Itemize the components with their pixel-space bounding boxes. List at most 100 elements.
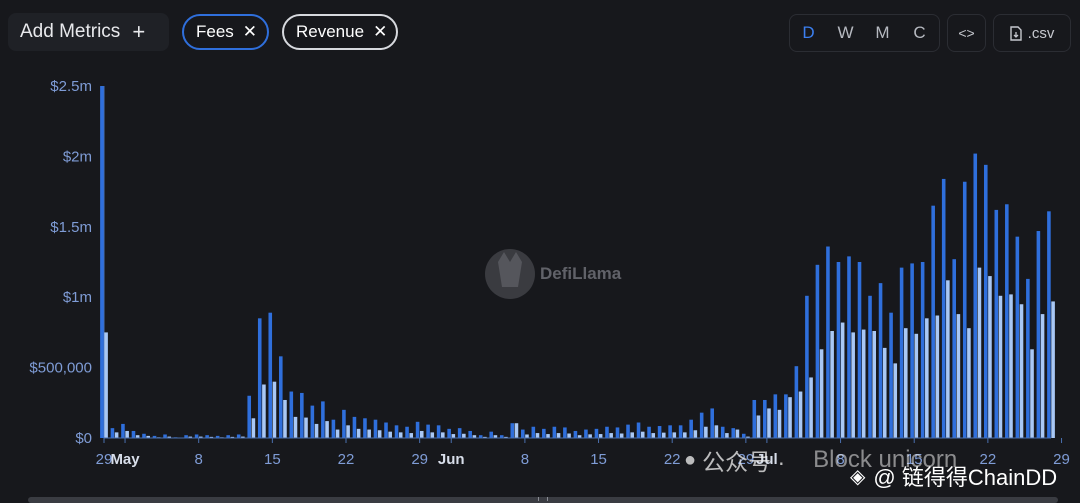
- fees-bar[interactable]: [678, 425, 683, 438]
- fees-bar[interactable]: [226, 435, 230, 438]
- fees-bar[interactable]: [605, 426, 609, 438]
- revenue-bar[interactable]: [914, 333, 919, 438]
- fees-bar[interactable]: [805, 295, 809, 438]
- fees-bar[interactable]: [499, 435, 504, 438]
- fees-bar[interactable]: [920, 262, 925, 438]
- fees-bar[interactable]: [552, 426, 557, 438]
- revenue-bar[interactable]: [251, 418, 256, 438]
- revenue-bar[interactable]: [893, 363, 898, 438]
- fees-bar[interactable]: [868, 295, 872, 438]
- chart-scrollbar[interactable]: [28, 497, 1058, 503]
- fees-bar[interactable]: [426, 424, 430, 438]
- fees-bar[interactable]: [321, 401, 325, 438]
- revenue-bar[interactable]: [1051, 301, 1055, 438]
- fees-bar[interactable]: [300, 392, 304, 438]
- fees-bar[interactable]: [952, 259, 956, 438]
- fees-bar[interactable]: [1015, 236, 1020, 438]
- fees-bar[interactable]: [773, 394, 778, 438]
- revenue-bar[interactable]: [598, 434, 603, 438]
- revenue-bar[interactable]: [798, 391, 803, 438]
- revenue-bar[interactable]: [346, 425, 350, 438]
- revenue-bar[interactable]: [935, 315, 940, 438]
- fees-bar[interactable]: [142, 433, 146, 438]
- revenue-bar[interactable]: [409, 433, 414, 438]
- fees-bar[interactable]: [994, 209, 999, 438]
- revenue-bar[interactable]: [725, 433, 729, 438]
- revenue-bar[interactable]: [388, 431, 392, 438]
- close-icon[interactable]: ✕: [373, 22, 388, 41]
- fees-bar[interactable]: [510, 423, 515, 438]
- revenue-bar[interactable]: [419, 430, 424, 438]
- revenue-bar[interactable]: [525, 434, 529, 438]
- fees-bar[interactable]: [931, 205, 935, 438]
- revenue-bar[interactable]: [683, 432, 687, 438]
- revenue-bar[interactable]: [767, 408, 771, 438]
- revenue-bar[interactable]: [577, 435, 582, 438]
- fees-bar[interactable]: [941, 178, 946, 438]
- add-metrics-button[interactable]: Add Metrics +: [8, 13, 169, 51]
- embed-code-button[interactable]: <>: [947, 14, 986, 52]
- revenue-bar[interactable]: [903, 328, 908, 438]
- revenue-bar[interactable]: [293, 416, 298, 438]
- fees-bar[interactable]: [910, 263, 914, 438]
- fees-bar[interactable]: [626, 424, 630, 438]
- fees-bar[interactable]: [205, 435, 209, 438]
- fees-bar[interactable]: [668, 425, 672, 438]
- revenue-bar[interactable]: [777, 409, 782, 438]
- fees-bar[interactable]: [100, 86, 104, 438]
- revenue-bar[interactable]: [356, 428, 361, 438]
- fees-bar[interactable]: [268, 312, 273, 438]
- revenue-bar[interactable]: [230, 436, 235, 438]
- revenue-bar[interactable]: [314, 423, 319, 438]
- fees-bar[interactable]: [794, 366, 799, 438]
- fees-bar[interactable]: [615, 427, 620, 438]
- fees-bar[interactable]: [826, 246, 830, 438]
- revenue-bar[interactable]: [504, 436, 508, 438]
- fees-bar[interactable]: [289, 391, 294, 438]
- fees-bar[interactable]: [279, 356, 283, 438]
- revenue-bar[interactable]: [830, 330, 834, 438]
- fees-bar[interactable]: [889, 312, 893, 438]
- metric-chip-revenue[interactable]: Revenue ✕: [282, 14, 398, 50]
- fees-bar[interactable]: [163, 434, 167, 438]
- revenue-bar[interactable]: [462, 433, 466, 438]
- revenue-bar[interactable]: [851, 332, 855, 438]
- revenue-bar[interactable]: [977, 267, 982, 438]
- revenue-bar[interactable]: [441, 432, 445, 438]
- revenue-bar[interactable]: [325, 421, 329, 438]
- fees-bar[interactable]: [741, 433, 746, 438]
- fees-bar[interactable]: [983, 164, 988, 438]
- revenue-bar[interactable]: [209, 436, 214, 438]
- fees-bar[interactable]: [899, 267, 904, 438]
- fees-bar[interactable]: [415, 421, 420, 438]
- granularity-daily-button[interactable]: D: [802, 23, 815, 42]
- revenue-bar[interactable]: [398, 432, 403, 438]
- fees-bar[interactable]: [184, 435, 188, 438]
- revenue-bar[interactable]: [714, 425, 719, 438]
- revenue-bar[interactable]: [925, 318, 929, 438]
- revenue-bar[interactable]: [146, 435, 150, 438]
- revenue-bar[interactable]: [167, 436, 172, 438]
- revenue-bar[interactable]: [451, 434, 456, 438]
- revenue-bar[interactable]: [1030, 349, 1034, 438]
- revenue-bar[interactable]: [819, 349, 824, 438]
- fees-bar[interactable]: [1047, 211, 1051, 438]
- fees-bar[interactable]: [594, 428, 599, 438]
- fees-bar[interactable]: [573, 430, 578, 438]
- revenue-bar[interactable]: [114, 432, 119, 438]
- revenue-bar[interactable]: [556, 433, 561, 438]
- revenue-bar[interactable]: [609, 433, 613, 438]
- fees-bar[interactable]: [657, 426, 662, 438]
- fees-bar[interactable]: [784, 394, 788, 438]
- revenue-bar[interactable]: [630, 432, 634, 438]
- revenue-bar[interactable]: [861, 329, 866, 438]
- fees-bar[interactable]: [836, 262, 841, 438]
- revenue-bar[interactable]: [588, 434, 592, 438]
- fees-bar[interactable]: [763, 399, 767, 438]
- revenue-bar[interactable]: [693, 430, 698, 438]
- fees-bar[interactable]: [973, 153, 978, 439]
- revenue-bar[interactable]: [262, 384, 266, 438]
- fees-bar[interactable]: [468, 430, 472, 438]
- fees-bar[interactable]: [636, 422, 641, 438]
- fees-bar[interactable]: [710, 408, 714, 438]
